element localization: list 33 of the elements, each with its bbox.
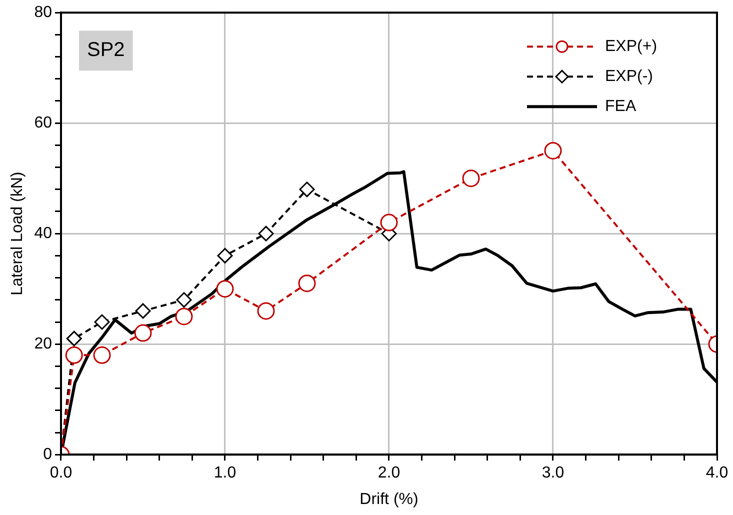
point	[66, 330, 82, 346]
point	[298, 274, 316, 292]
x-tick-label: 2.0	[378, 464, 400, 482]
legend-label: EXP(-)	[605, 68, 653, 86]
point	[135, 303, 151, 319]
point	[544, 142, 562, 160]
point	[134, 324, 152, 342]
y-tick-label: 80	[34, 4, 52, 22]
y-tick-label: 0	[43, 446, 52, 464]
point	[65, 346, 83, 364]
x-tick-label: 0.0	[50, 464, 72, 482]
point	[257, 302, 275, 320]
point	[299, 182, 315, 198]
x-tick-label: 3.0	[542, 464, 564, 482]
point	[462, 170, 480, 188]
point	[216, 280, 234, 298]
y-tick-label: 20	[34, 336, 52, 353]
y-axis-title: Lateral Load (kN)	[9, 172, 26, 296]
y-tick-label: 60	[34, 114, 52, 132]
annotation: SP2	[86, 39, 125, 62]
point	[93, 346, 111, 364]
legend-label: FEA	[605, 98, 636, 116]
point	[94, 314, 110, 330]
legend-label: EXP(+)	[605, 38, 658, 56]
point	[217, 248, 233, 264]
point	[258, 226, 274, 242]
point	[175, 308, 193, 326]
x-tick-label: 1.0	[214, 464, 236, 482]
x-axis-title: Drift (%)	[360, 490, 418, 508]
point	[176, 292, 192, 308]
y-tick-label: 40	[34, 225, 52, 242]
x-tick-label: 4.0	[706, 464, 728, 482]
point	[380, 214, 398, 232]
